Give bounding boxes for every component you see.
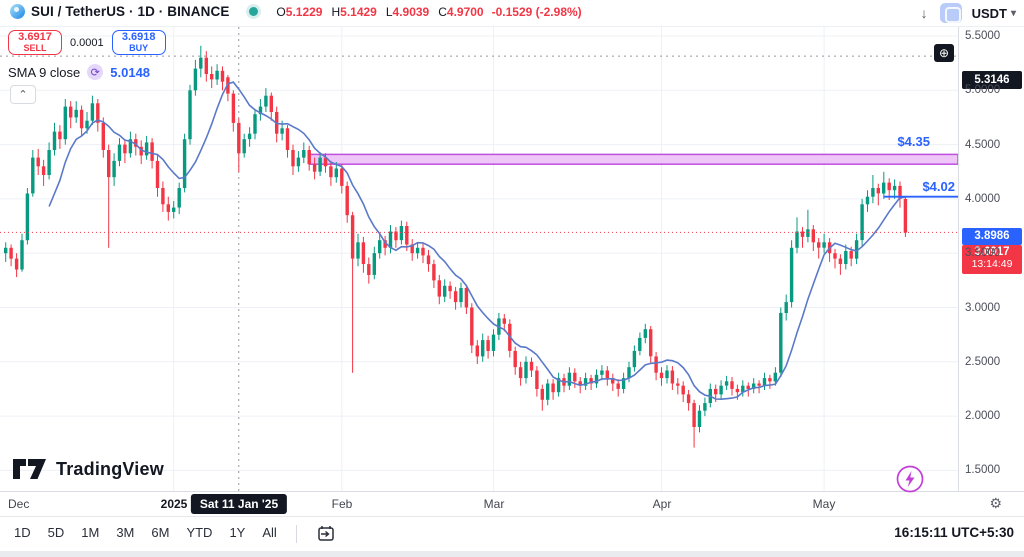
price-tick: 4.5000 [965, 139, 1001, 151]
tradingview-logo[interactable]: TradingView [12, 458, 164, 480]
time-tick-feb: Feb [331, 497, 353, 511]
range-button-ytd[interactable]: YTD [186, 525, 213, 540]
divider [295, 525, 297, 543]
indicator-legend[interactable]: SMA 9 close ⟳ 5.0148 [8, 64, 150, 80]
crosshair-price-badge: 5.3146 [962, 71, 1022, 89]
range-button-1m[interactable]: 1M [81, 525, 100, 540]
range-button-5d[interactable]: 5D [47, 525, 65, 540]
range-button-3m[interactable]: 3M [116, 525, 135, 540]
buy-label: BUY [129, 43, 149, 53]
market-status-icon[interactable] [249, 7, 259, 16]
candlestick-chart[interactable] [0, 27, 959, 491]
sma-line [48, 81, 906, 401]
refresh-icon[interactable]: ⟳ [87, 64, 104, 80]
sui-logo-icon [10, 4, 25, 19]
sell-label: SELL [23, 43, 47, 53]
last-price-value: 3.6917 [974, 246, 1010, 258]
time-tick-2025: 2025 [160, 497, 188, 511]
currency-selector[interactable]: USDT ▾ [972, 6, 1016, 21]
indicator-value: 5.0148 [110, 64, 151, 80]
time-tick-apr: Apr [652, 497, 672, 511]
line-price-label[interactable]: $4.02 [922, 179, 955, 194]
price-tick: 4.0000 [965, 193, 1001, 205]
go-to-date-calendar-icon[interactable] [316, 525, 336, 543]
tradingview-wordmark: TradingView [56, 458, 164, 479]
add-alert-plus-icon[interactable]: ⊕ [934, 44, 954, 62]
band-price-label[interactable]: $4.35 [897, 134, 930, 149]
spread-value: 0.0001 [70, 36, 104, 49]
time-tick-mar: Mar [483, 497, 505, 511]
range-button-all[interactable]: All [262, 525, 277, 540]
ohlc-item: L4.9039 [385, 4, 430, 19]
chevron-up-icon: ⌃ [18, 89, 28, 101]
bar-countdown: 13:14:49 [971, 258, 1013, 270]
collapse-legend-button[interactable]: ⌃ [10, 85, 36, 104]
clock[interactable]: 16:15:11 UTC+5:30 [894, 525, 1014, 540]
chart-pane[interactable] [0, 27, 959, 491]
bottom-toolbar: 1D 5D 1M 3M 6M YTD 1Y All 16:15:11 UTC+5:30 [0, 516, 1024, 551]
crosshair-date-tooltip: Sat 11 Jan '25 [190, 494, 288, 514]
buy-price: 3.6918 [121, 31, 156, 43]
window-edge [0, 551, 1024, 557]
buy-button[interactable]: 3.6918 BUY [111, 30, 166, 55]
ohlc-item: C4.9700 [438, 4, 484, 19]
ohlc-item: O5.1229 [276, 4, 323, 19]
currency-label: USDT [971, 5, 1007, 21]
indicator-name: SMA 9 close [8, 64, 81, 80]
price-tick: 1.5000 [965, 464, 1001, 476]
symbol-title[interactable]: SUI / TetherUS · 1D · BINANCE [31, 4, 230, 19]
lightning-icon[interactable] [895, 464, 925, 494]
price-axis[interactable]: 5.3146 3.8986 3.6917 13:14:49 5.5000 5.00… [958, 27, 1024, 491]
date-range-switcher: 1D 5D 1M 3M 6M YTD 1Y All [14, 525, 336, 543]
symbol-toolbar: SUI / TetherUS · 1D · BINANCE O5.1229 H5.… [0, 0, 1024, 27]
price-tick: 5.0000 [965, 84, 1001, 96]
price-tick: 2.5000 [965, 356, 1001, 368]
ohlc-item: H5.1429 [331, 4, 377, 19]
ohlc-legend: O5.1229 H5.1429 L4.9039 C4.9700 [276, 5, 483, 19]
price-tick: 3.5000 [965, 247, 1001, 259]
gear-icon[interactable]: ⚙ [989, 495, 1002, 511]
time-tick-dec: Dec [8, 497, 30, 511]
price-tick: 5.5000 [965, 30, 1001, 42]
sell-price: 3.6917 [18, 31, 52, 43]
range-button-1y[interactable]: 1Y [229, 525, 246, 540]
time-axis[interactable]: Sat 11 Jan '25 ⚙ Dec 2025 Feb Mar Apr May [0, 491, 1024, 516]
time-tick-may: May [812, 497, 836, 511]
chevron-down-icon: ▾ [1010, 7, 1016, 19]
range-button-6m[interactable]: 6M [151, 525, 170, 540]
screenshot-icon[interactable] [939, 3, 962, 23]
tradingview-mark-icon [13, 459, 46, 479]
download-icon[interactable]: ↓ [920, 5, 928, 21]
sell-button[interactable]: 3.6917 SELL [8, 30, 62, 55]
resistance-band[interactable] [308, 153, 959, 165]
last-price-badge: 3.6917 13:14:49 [962, 245, 1022, 274]
price-tick: 2.0000 [965, 410, 1001, 422]
change-value: -0.1529 (-2.98%) [491, 4, 582, 19]
trade-panel: 3.6917 SELL 0.0001 3.6918 BUY [8, 30, 166, 55]
price-tick: 3.0000 [965, 302, 1001, 314]
range-button-1d[interactable]: 1D [14, 525, 31, 540]
sma-price-badge: 3.8986 [962, 228, 1022, 245]
